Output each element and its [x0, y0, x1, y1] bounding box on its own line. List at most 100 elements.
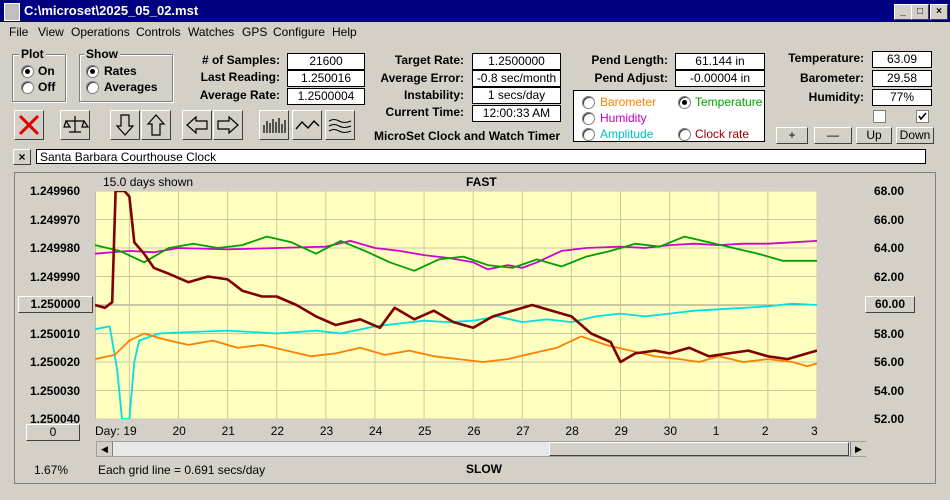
left-checkbox[interactable] [873, 110, 886, 123]
temperature-field: 63.09 [872, 51, 932, 68]
series-line-clock-rate [95, 191, 817, 364]
plot-off-radio[interactable] [21, 81, 34, 94]
red-x-icon [18, 114, 40, 136]
humidity-field: 77% [872, 89, 932, 106]
histogram-button[interactable] [259, 110, 289, 140]
offset-button[interactable]: 0 [26, 424, 80, 441]
up-button[interactable]: Up [856, 127, 892, 144]
menu-operations[interactable]: Operations [71, 25, 130, 39]
plus-button[interactable]: + [776, 127, 808, 144]
show-rates-label: Rates [104, 64, 137, 78]
x-tick-label: 19 [123, 424, 137, 438]
last-reading-field: 1.250016 [287, 70, 365, 87]
arrow-right-button[interactable] [213, 110, 243, 140]
clock-rate-radio[interactable] [678, 128, 691, 141]
menu-help[interactable]: Help [332, 25, 357, 39]
app-icon [4, 3, 20, 21]
day-label: Day: [95, 424, 120, 438]
plot-group: Plot On Off [12, 47, 66, 102]
plot-on-radio[interactable] [21, 65, 34, 78]
average-rate-field: 1.2500004 [287, 88, 365, 105]
clock-name-field[interactable]: Santa Barbara Courthouse Clock [36, 149, 926, 164]
samples-label: # of Samples: [201, 53, 280, 67]
show-group-label: Show [84, 47, 120, 61]
y-right-tick-label: 58.00 [874, 326, 905, 341]
minus-button[interactable]: — [814, 127, 852, 144]
arrow-up-icon [146, 114, 166, 136]
x-tick-label: 22 [270, 424, 285, 438]
pend-length-label: Pend Length: [591, 53, 668, 67]
menu-controls[interactable]: Controls [136, 25, 181, 39]
show-averages-radio[interactable] [86, 81, 99, 94]
pend-adjust-label: Pend Adjust: [594, 71, 668, 85]
multi-wave-icon [328, 118, 352, 134]
chart-plot[interactable] [95, 191, 817, 419]
average-rate-label: Average Rate: [199, 88, 280, 102]
arrow-down-button[interactable] [110, 110, 140, 140]
current-time-label: Current Time: [385, 105, 464, 119]
stop-button[interactable] [14, 110, 44, 140]
barometer-field: 29.58 [872, 70, 932, 87]
show-averages-label: Averages [104, 80, 158, 94]
scale-icon [63, 116, 90, 133]
down-button[interactable]: Down [896, 127, 934, 144]
horizontal-scrollbar[interactable]: ◀ ▶ [96, 441, 866, 457]
menu-view[interactable]: View [38, 25, 64, 39]
slow-label: SLOW [466, 462, 502, 476]
menu-watches[interactable]: Watches [188, 25, 235, 39]
y-right-tick-label: 62.00 [874, 269, 905, 284]
fast-label: FAST [466, 175, 497, 189]
barometer-label: Barometer: [799, 71, 864, 85]
checkmark-icon [918, 112, 927, 121]
x-tick-label: 28 [565, 424, 579, 438]
clear-clock-button[interactable]: × [13, 149, 31, 165]
sensor-selector: Barometer Temperature Humidity Amplitude… [573, 90, 765, 142]
show-rates-radio[interactable] [86, 65, 99, 78]
menu-gps[interactable]: GPS [242, 25, 268, 39]
center-rate-button[interactable]: 1.250000 [18, 296, 93, 313]
y-right-tick-label: 66.00 [874, 212, 905, 227]
samples-field: 21600 [287, 53, 365, 70]
y-left-tick-label: 1.250040 [30, 412, 81, 426]
plot-group-label: Plot [19, 47, 46, 61]
amplitude-radio[interactable] [582, 128, 595, 141]
wave-button[interactable] [292, 110, 322, 140]
menu-configure[interactable]: Configure [273, 25, 326, 39]
x-tick-label: 29 [614, 424, 628, 438]
minimize-button[interactable]: _ [894, 4, 912, 20]
multi-wave-button[interactable] [325, 110, 355, 140]
right-checkbox[interactable] [916, 110, 929, 123]
histogram-icon [263, 118, 286, 133]
scroll-thumb[interactable] [549, 442, 849, 456]
wave-icon [295, 119, 320, 130]
temperature-radio[interactable] [678, 96, 691, 109]
series-line-humidity [95, 240, 817, 271]
humidity-radio[interactable] [582, 112, 595, 125]
target-rate-field[interactable]: 1.2500000 [472, 53, 561, 70]
scroll-right-icon[interactable]: ▶ [850, 442, 866, 456]
maximize-button[interactable]: □ [911, 4, 929, 20]
instability-field: 1 secs/day [472, 87, 561, 104]
average-error-field: -0.8 sec/month [472, 70, 561, 87]
temperature-label: Temperature: [788, 51, 864, 65]
arrow-left-button[interactable] [182, 110, 212, 140]
barometer-radio[interactable] [582, 96, 595, 109]
y-left-tick-label: 1.249970 [30, 212, 81, 227]
menu-file[interactable]: File [9, 25, 29, 39]
center-temp-button[interactable]: 60.00 [865, 296, 915, 313]
balance-button[interactable] [60, 110, 90, 140]
arrow-right-icon [217, 115, 239, 135]
x-tick-label: 27 [516, 424, 530, 438]
current-time-field: 12:00:33 AM [472, 105, 561, 122]
window-title: C:\microset\2025_05_02.mst [24, 3, 199, 18]
clock-rate-option: Clock rate [695, 127, 750, 141]
scroll-left-icon[interactable]: ◀ [97, 442, 113, 456]
series-line-barometer [95, 332, 817, 368]
y-left-tick-label: 1.249980 [30, 241, 81, 255]
barometer-option: Barometer [600, 95, 657, 109]
close-window-button[interactable]: × [930, 4, 948, 20]
temperature-option: Temperature [695, 95, 763, 109]
arrow-up-button[interactable] [141, 110, 171, 140]
series-line-temperature [95, 235, 817, 272]
x-tick-label: 20 [172, 424, 186, 438]
